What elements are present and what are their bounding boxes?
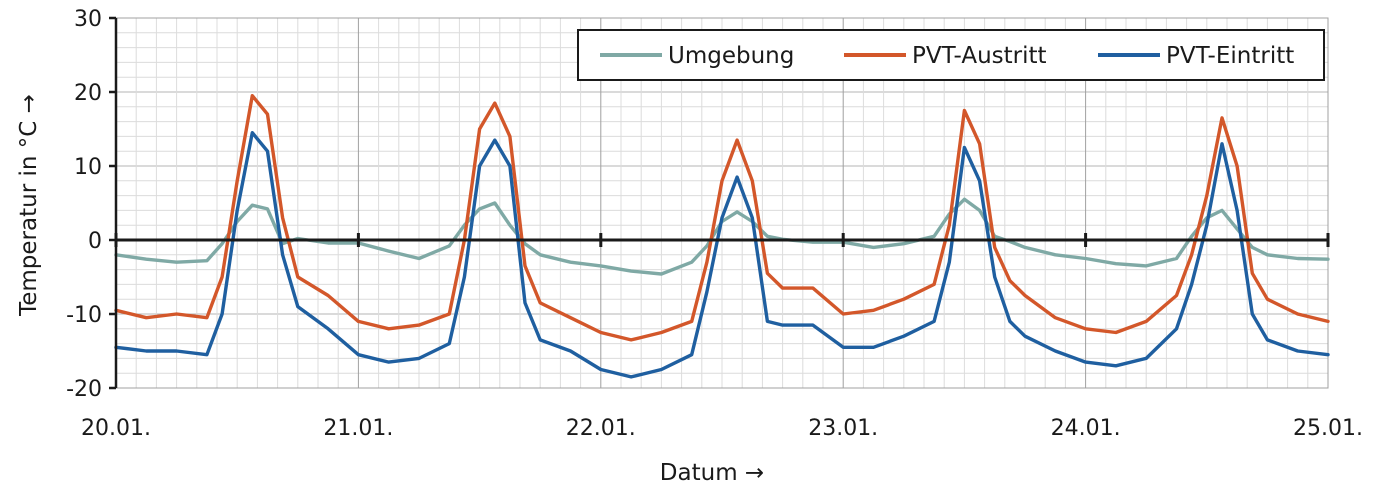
y-tick-label: 10 [74,155,102,180]
y-tick-label: 0 [88,229,102,254]
x-tick-label: 22.01. [566,416,636,441]
x-tick-label: 25.01. [1293,416,1363,441]
legend-label: PVT-Eintritt [1166,43,1294,69]
axes [109,16,1330,390]
x-axis-title: Datum → [660,460,764,486]
legend-box [577,29,1325,81]
y-tick-label: 30 [74,7,102,32]
legend-label: Umgebung [668,43,794,69]
legend-label: PVT-Austritt [912,43,1047,69]
series-line-pvt-austritt [114,94,1330,342]
y-axis-title: Temperatur in °C → [16,94,42,317]
x-tick-label: 21.01. [323,416,393,441]
series-line-pvt-eintritt [114,131,1330,379]
legend: Umgebung PVT-Austritt PVT-Eintritt [577,29,1325,81]
x-tick-label: 23.01. [808,416,878,441]
tick-labels: -20 -10 0 10 20 30 20.01. 21.01. 22.01. 23.01. 24.… [66,7,1363,441]
y-tick-label: -10 [66,303,102,328]
x-tick-label: 20.01. [81,416,151,441]
x-tick-label: 24.01. [1051,416,1121,441]
y-tick-label: -20 [66,377,102,402]
y-tick-label: 20 [74,81,102,106]
